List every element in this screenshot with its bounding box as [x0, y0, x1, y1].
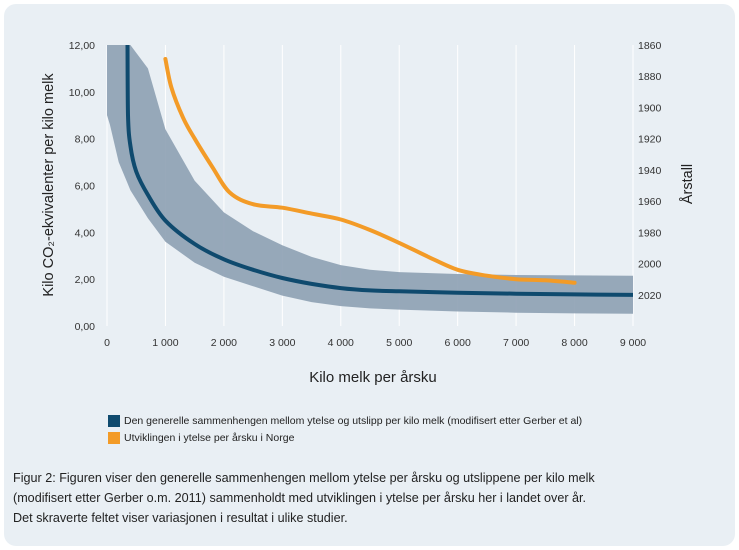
y2-tick-labels: 1860 1880 1900 1920 1940 1960 1980 2000 2020 — [638, 40, 662, 302]
y2-tick-label: 1960 — [638, 196, 662, 208]
figure-caption: Figur 2: Figuren viser den generelle sam… — [13, 468, 713, 528]
caption-line: Det skraverte feltet viser variasjonen i… — [13, 511, 348, 525]
x-tick-label: 8 000 — [561, 337, 587, 349]
y-tick-label: 2,00 — [75, 274, 96, 286]
general-curve-line — [125, 44, 634, 297]
y2-tick-label: 1980 — [638, 227, 662, 239]
legend-item-general: Den generelle sammenhengen mellom ytelse… — [108, 412, 582, 429]
x-tick-label: 4 000 — [328, 337, 354, 349]
x-tick-label: 6 000 — [445, 337, 471, 349]
x-tick-label: 0 — [104, 337, 110, 349]
y2-tick-label: 1880 — [638, 71, 662, 83]
x-axis-label: Kilo melk per årsku — [309, 369, 437, 386]
caption-line: Figur 2: Figuren viser den generelle sam… — [13, 471, 595, 485]
variation-band — [107, 45, 633, 314]
x-tick-label: 2 000 — [211, 337, 237, 349]
y2-tick-label: 1900 — [638, 102, 662, 114]
y2-tick-label: 1920 — [638, 134, 662, 146]
y-tick-label: 0,00 — [75, 321, 96, 333]
x-tick-label: 5 000 — [386, 337, 412, 349]
y-tick-labels: 0,00 2,00 4,00 6,00 8,00 10,00 12,00 — [69, 40, 95, 333]
y2-tick-label: 1940 — [638, 165, 662, 177]
legend-swatch-norway — [108, 431, 120, 444]
legend-swatch-general — [108, 414, 120, 427]
x-tick-label: 1 000 — [152, 337, 178, 349]
x-tick-label: 7 000 — [503, 337, 529, 349]
legend-label-general: Den generelle sammenhengen mellom ytelse… — [124, 414, 583, 427]
legend: Den generelle sammenhengen mellom ytelse… — [108, 412, 582, 446]
y2-tick-label: 2020 — [638, 290, 662, 302]
y-tick-label: 12,00 — [69, 40, 95, 52]
x-tick-label: 9 000 — [620, 337, 646, 349]
norway-curve-line — [163, 57, 577, 285]
y-tick-label: 10,00 — [69, 87, 95, 99]
y-axis-label: Kilo CO₂-ekvivalenter per kilo melk — [41, 73, 57, 297]
y2-tick-label: 1860 — [638, 40, 662, 52]
x-tick-labels: 0 1 000 2 000 3 000 4 000 5 000 6 000 7 000 8 00… — [104, 337, 646, 349]
y2-axis-label: Årstall — [679, 164, 696, 204]
caption-line: (modifisert etter Gerber o.m. 2011) samm… — [13, 491, 587, 505]
legend-item-norway: Utviklingen i ytelse per årsku i Norge — [108, 429, 582, 446]
y2-tick-label: 2000 — [638, 259, 662, 271]
x-tick-label: 3 000 — [269, 337, 295, 349]
y-tick-label: 4,00 — [75, 227, 96, 239]
legend-label-norway: Utviklingen i ytelse per årsku i Norge — [124, 431, 295, 444]
y-tick-label: 8,00 — [75, 134, 96, 146]
y-tick-label: 6,00 — [75, 181, 96, 193]
